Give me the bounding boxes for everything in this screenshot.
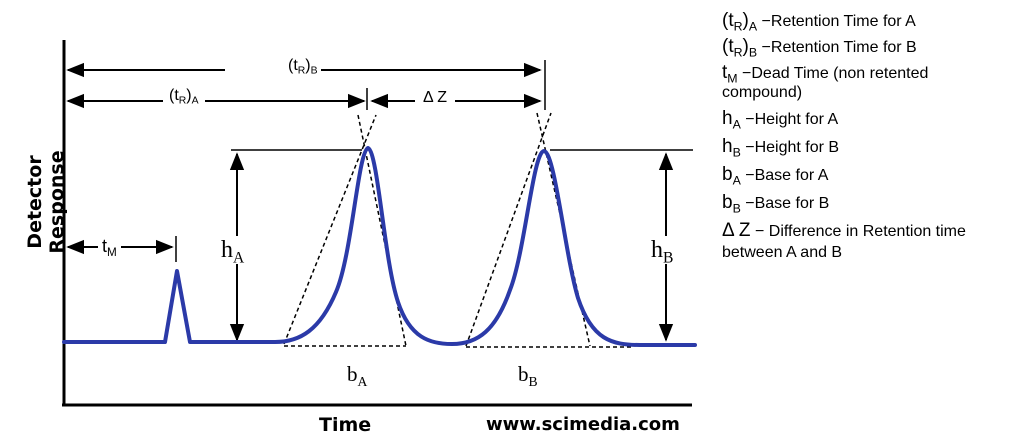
legend-item-tR-B: (tR)B −Retention Time for B [722, 36, 917, 60]
chromatogram-trace [62, 146, 697, 347]
label-tR-A: (tR)A [163, 88, 205, 106]
chromatogram-figure: Detector Response Time www.scimedia.com … [24, 40, 697, 436]
legend-item-tR-A: (tR)A −Retention Time for A [722, 10, 916, 34]
legend: (tR)A −Retention Time for A (tR)B −Reten… [722, 10, 1007, 262]
axis-x-label: Time [319, 414, 372, 436]
legend-item-bA: bA −Base for A [722, 164, 829, 188]
tangent-lines [283, 112, 632, 348]
credit-text: www.scimedia.com [486, 414, 680, 435]
legend-item-bB: bB −Base for B [722, 192, 830, 216]
legend-item-delta-z: Δ Z − Difference in Retention time betwe… [722, 220, 966, 262]
legend-item-hB: hB −Height for B [722, 136, 840, 160]
label-bB: bB [518, 362, 538, 389]
axis-y-label: Detector Response [24, 150, 68, 254]
label-hB: hB [648, 236, 677, 266]
label-bA: bA [347, 362, 368, 389]
chromatogram-svg [62, 40, 697, 407]
label-delta-z: Δ Z [415, 90, 456, 106]
legend-item-hA: hA −Height for A [722, 108, 839, 132]
label-tM: tM [98, 237, 121, 258]
label-hA: hA [218, 236, 248, 266]
legend-item-tM: tM −Dead Time (non retented compound) [722, 62, 929, 101]
label-tR-B: (tR)B [285, 58, 321, 76]
